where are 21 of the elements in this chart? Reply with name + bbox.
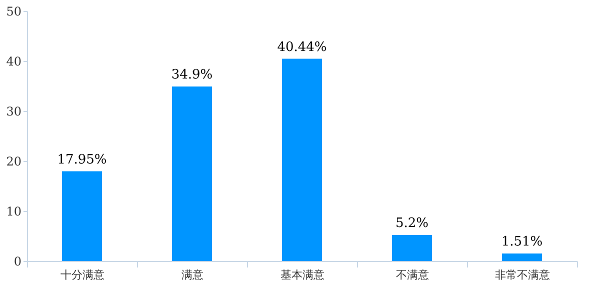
y-tick-label: 20 <box>6 154 22 168</box>
bar <box>282 58 322 261</box>
y-tick-label: 0 <box>14 254 22 268</box>
x-tick-label: 满意 <box>182 268 204 282</box>
x-tick-label: 非常不满意 <box>495 268 550 282</box>
bar <box>62 171 102 261</box>
data-label: 40.44% <box>277 40 327 55</box>
x-tick-label: 十分满意 <box>60 268 104 282</box>
y-tick-label: 50 <box>6 4 22 18</box>
x-tick-label: 不满意 <box>396 268 429 282</box>
bar <box>172 86 212 261</box>
data-label: 34.9% <box>171 68 213 82</box>
data-label: 5.2% <box>395 216 429 231</box>
y-tick-label: 10 <box>6 204 22 218</box>
y-tick-label: 40 <box>6 54 22 68</box>
bar <box>392 235 432 261</box>
bar <box>502 253 542 261</box>
data-label: 1.51% <box>501 234 543 250</box>
x-tick-label: 基本满意 <box>280 268 324 282</box>
y-tick-label: 30 <box>6 104 22 118</box>
data-label: 17.95% <box>57 152 107 168</box>
